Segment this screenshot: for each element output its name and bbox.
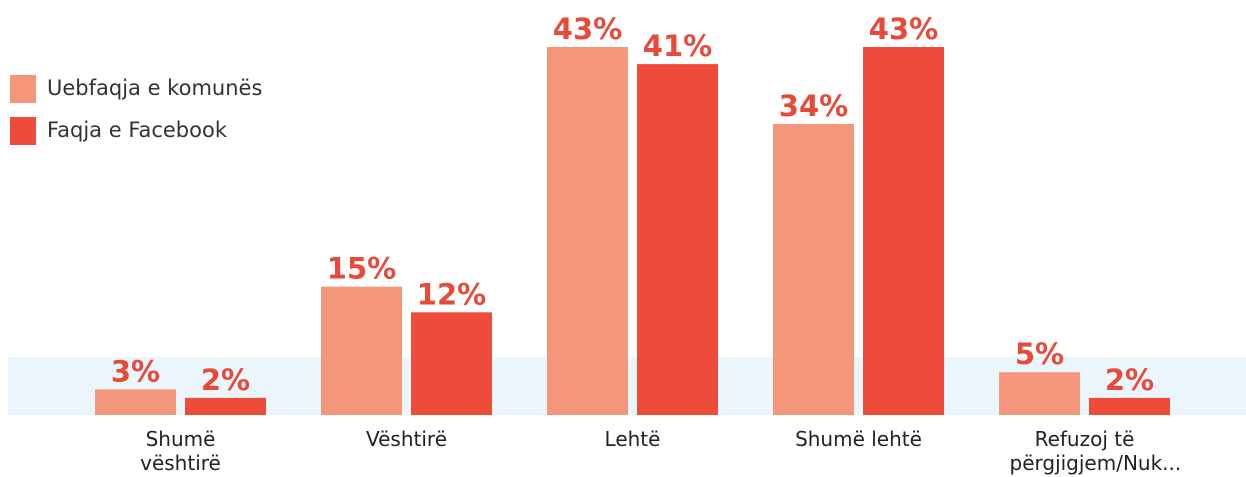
x-tick-label: Vështirë <box>365 427 447 451</box>
x-tick-label: Lehtë <box>604 427 661 451</box>
bar <box>637 64 718 416</box>
value-label: 2% <box>201 363 250 397</box>
bar <box>863 47 944 415</box>
value-label: 41% <box>643 29 712 63</box>
bar <box>999 372 1080 415</box>
legend-label: Faqja e Facebook <box>47 118 228 142</box>
value-label: 2% <box>1105 363 1154 397</box>
bar <box>95 389 176 415</box>
bar <box>1089 397 1170 415</box>
value-label: 34% <box>779 89 848 123</box>
x-tick-label: Refuzoj të përgjigjem/Nuk... <box>1009 427 1182 475</box>
value-label: 15% <box>327 252 396 286</box>
bar <box>773 124 854 415</box>
bar <box>411 312 492 415</box>
legend-label: Uebfaqja e komunës <box>47 76 262 100</box>
x-tick-label: Shumë lehtë <box>795 427 922 451</box>
legend-swatch <box>10 75 36 103</box>
bar <box>547 47 628 415</box>
value-label: 43% <box>869 12 938 46</box>
value-label: 12% <box>417 277 486 311</box>
bar <box>321 286 402 415</box>
value-label: 3% <box>111 354 160 388</box>
bar <box>185 397 266 415</box>
value-label: 43% <box>553 12 622 46</box>
x-tick-label: Shumë vështirë <box>140 427 221 475</box>
value-label: 5% <box>1015 337 1064 371</box>
legend-swatch <box>10 117 36 145</box>
